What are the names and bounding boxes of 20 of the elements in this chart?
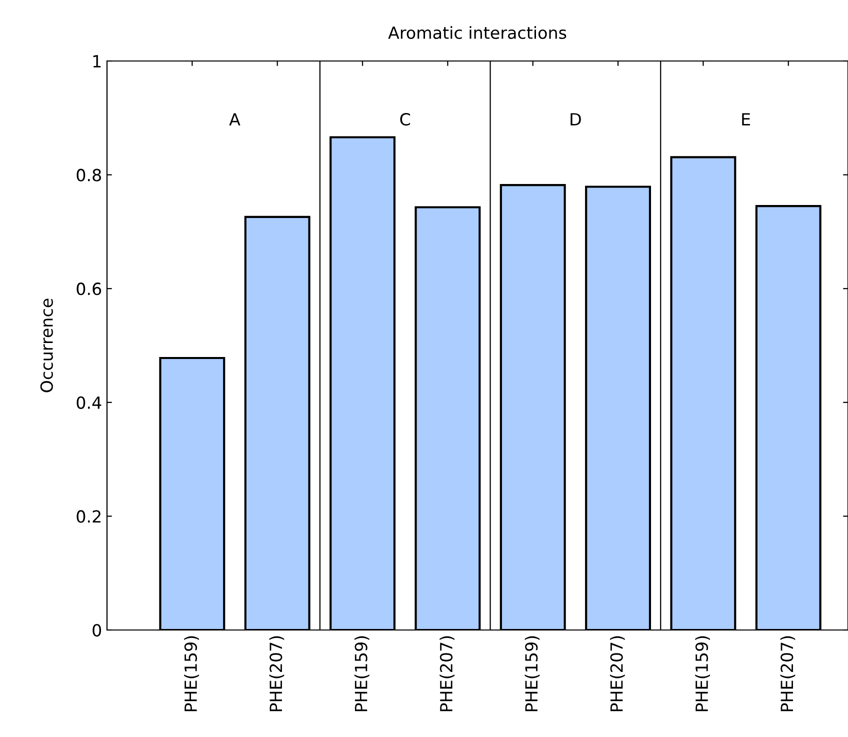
x-tick-label: PHE(207) — [610, 636, 625, 712]
annotation: D — [570, 113, 581, 126]
x-tick-label: PHE(207) — [440, 636, 454, 712]
y-axis-title: Occurrence — [40, 298, 53, 392]
y-tick-label: 1 — [93, 55, 101, 68]
y-tick-label: 0.6 — [76, 282, 102, 296]
y-tick-label: 0 — [92, 624, 102, 637]
annotation: C — [400, 112, 410, 126]
x-tick-label: PHE(159) — [184, 636, 199, 712]
chart-title: Aromatic interactions — [388, 26, 566, 40]
x-tick-label: PHE(159) — [354, 636, 370, 712]
annotation: E — [742, 113, 750, 126]
annotation: A — [229, 113, 240, 126]
x-tick-label: PHE(207) — [780, 636, 796, 712]
y-tick-label: 0.8 — [76, 168, 101, 182]
x-tick-label: PHE(207) — [269, 636, 284, 712]
x-tick-label: PHE(159) — [695, 636, 710, 712]
y-tick-label: 0.4 — [76, 396, 102, 409]
x-tick-label: PHE(159) — [524, 636, 540, 712]
y-tick-label: 0.2 — [76, 510, 100, 523]
